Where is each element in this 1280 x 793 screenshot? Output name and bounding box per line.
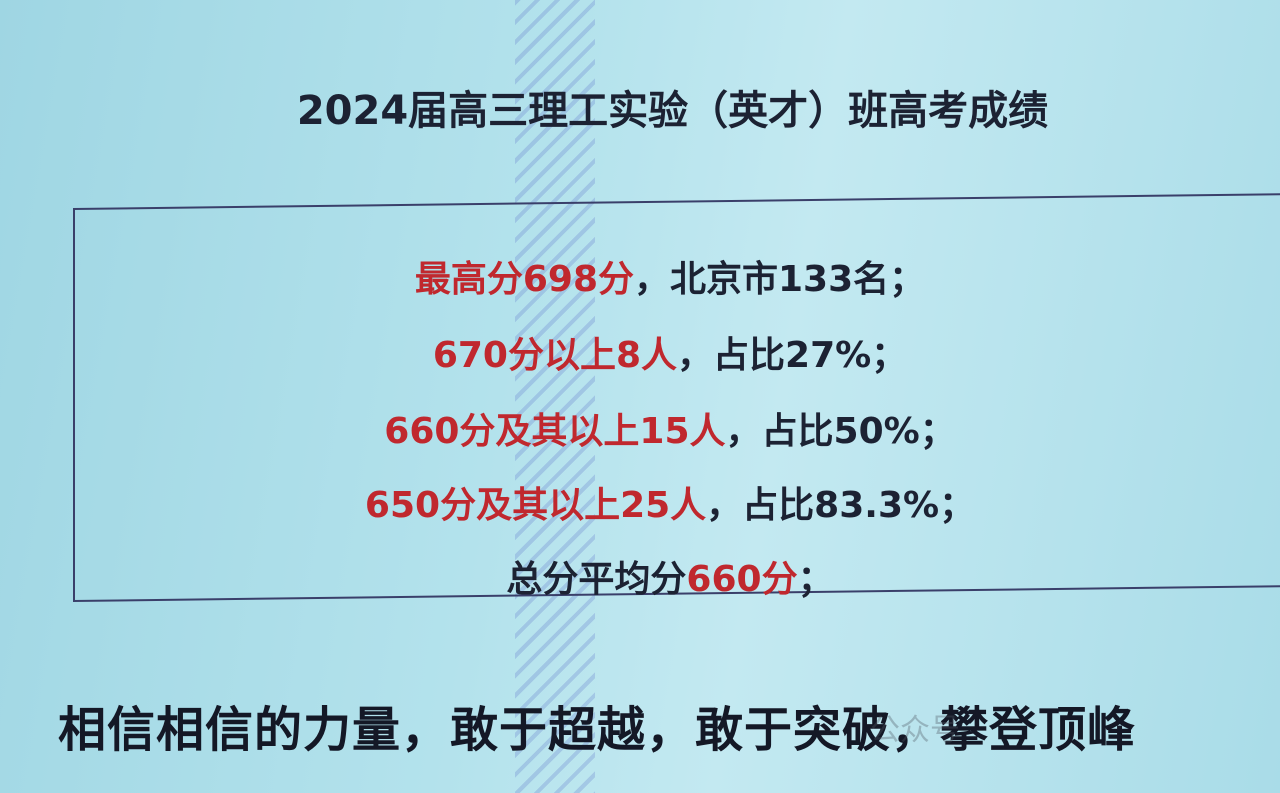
detail: ，北京市133名； xyxy=(634,259,926,300)
highlight: 670分以上8人 xyxy=(432,335,678,376)
motto: 相信相信的力量，敢于超越，敢于突破，攀登顶峰 xyxy=(58,702,1137,758)
result-line-average: 总分平均分660分； xyxy=(0,550,1280,602)
highlight: 660分及其以上15人 xyxy=(384,411,726,452)
highlight: 最高分698分 xyxy=(414,259,634,300)
result-line-660: 660分及其以上15人，占比50%； xyxy=(0,402,1280,454)
watermark: 公众号 xyxy=(870,713,960,748)
detail: ，占比27%； xyxy=(677,335,908,376)
detail: ，占比83.3%； xyxy=(706,485,976,526)
label: 总分平均分 xyxy=(506,559,687,600)
detail: ，占比50%； xyxy=(725,411,956,452)
result-line-650: 650分及其以上25人，占比83.3%； xyxy=(0,476,1280,528)
result-line-670: 670分以上8人，占比27%； xyxy=(0,326,1280,378)
page-title: 2024届高三理工实验（英才）班高考成绩 xyxy=(296,88,1049,134)
highlight: 650分及其以上25人 xyxy=(364,485,707,526)
detail: ； xyxy=(797,559,834,600)
projection-stripe xyxy=(515,0,595,793)
highlight: 660分 xyxy=(686,559,798,600)
result-line-top-score: 最高分698分，北京市133名； xyxy=(0,250,1280,302)
